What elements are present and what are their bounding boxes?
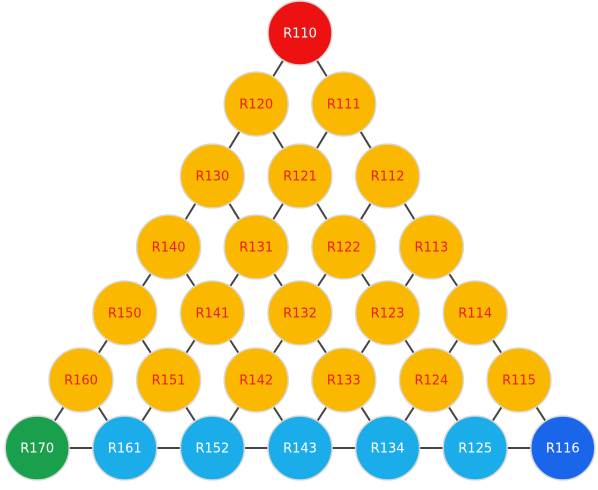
node-circle xyxy=(48,347,114,413)
node-label: R131 xyxy=(239,241,273,256)
node: R160 xyxy=(48,347,114,413)
node: R111 xyxy=(311,71,377,137)
node-label: R124 xyxy=(414,374,448,389)
node-circle xyxy=(442,415,508,481)
node-circle xyxy=(311,347,377,413)
node: R141 xyxy=(179,280,246,346)
node-label: R142 xyxy=(239,374,273,389)
node: R131 xyxy=(223,214,289,280)
node-label: R140 xyxy=(152,241,186,256)
node: R123 xyxy=(354,280,421,346)
node: R142 xyxy=(223,347,289,413)
node-label: R152 xyxy=(195,442,229,457)
node-label: R133 xyxy=(327,374,361,389)
node-circle xyxy=(398,347,465,413)
node-label: R116 xyxy=(546,442,580,457)
node: R112 xyxy=(354,143,421,209)
node: R150 xyxy=(92,280,158,346)
node: R161 xyxy=(92,415,158,481)
node: R110 xyxy=(267,0,333,66)
node-label: R114 xyxy=(458,307,492,322)
node-circle xyxy=(179,143,246,209)
node-circle xyxy=(92,280,158,346)
node-circle xyxy=(223,214,289,280)
node: R114 xyxy=(442,280,508,346)
node-circle xyxy=(4,415,70,481)
node-label: R170 xyxy=(20,442,54,457)
node-label: R125 xyxy=(458,442,492,457)
node-circle xyxy=(354,280,421,346)
node: R170 xyxy=(4,415,70,481)
node-circle xyxy=(354,143,421,209)
node: R115 xyxy=(486,347,552,413)
node-label: R123 xyxy=(371,307,405,322)
node-circle xyxy=(179,280,246,346)
node: R130 xyxy=(179,143,246,209)
node: R140 xyxy=(135,214,202,280)
node-circle xyxy=(354,415,421,481)
nodes: R110 R120 R111 R130 R121 R112 R140 R131 R122 R113… xyxy=(4,0,596,481)
node: R121 xyxy=(267,143,333,209)
node: R151 xyxy=(135,347,202,413)
node: R124 xyxy=(398,347,465,413)
node-label: R121 xyxy=(283,170,317,185)
node: R143 xyxy=(267,415,333,481)
node: R132 xyxy=(267,280,333,346)
node-label: R134 xyxy=(371,442,405,457)
node-label: R112 xyxy=(371,170,405,185)
node-label: R150 xyxy=(108,307,142,322)
node-label: R160 xyxy=(64,374,98,389)
node: R113 xyxy=(398,214,465,280)
node-circle xyxy=(311,214,377,280)
node-label: R120 xyxy=(239,98,273,113)
node-label: R151 xyxy=(152,374,186,389)
node-label: R113 xyxy=(414,241,448,256)
node-circle xyxy=(267,280,333,346)
node-circle xyxy=(135,347,202,413)
edges xyxy=(36,32,564,449)
node-circle xyxy=(223,347,289,413)
node-circle xyxy=(267,0,333,66)
node-label: R143 xyxy=(283,442,317,457)
node-circle xyxy=(135,214,202,280)
node-label: R122 xyxy=(327,241,361,256)
node-label: R111 xyxy=(327,98,361,113)
node: R125 xyxy=(442,415,508,481)
node-circle xyxy=(530,415,596,481)
node-label: R141 xyxy=(195,307,229,322)
node: R122 xyxy=(311,214,377,280)
node-circle xyxy=(311,71,377,137)
node-label: R110 xyxy=(283,27,317,42)
node: R133 xyxy=(311,347,377,413)
node-circle xyxy=(442,280,508,346)
node-label: R161 xyxy=(108,442,142,457)
node-circle xyxy=(267,143,333,209)
node-label: R130 xyxy=(195,170,229,185)
node: R116 xyxy=(530,415,596,481)
node-label: R132 xyxy=(283,307,317,322)
node-circle xyxy=(267,415,333,481)
node: R134 xyxy=(354,415,421,481)
node: R152 xyxy=(179,415,246,481)
node: R120 xyxy=(223,71,289,137)
node-circle xyxy=(179,415,246,481)
node-circle xyxy=(92,415,158,481)
node-circle xyxy=(398,214,465,280)
node-circle xyxy=(223,71,289,137)
node-circle xyxy=(486,347,552,413)
node-label: R115 xyxy=(502,374,536,389)
